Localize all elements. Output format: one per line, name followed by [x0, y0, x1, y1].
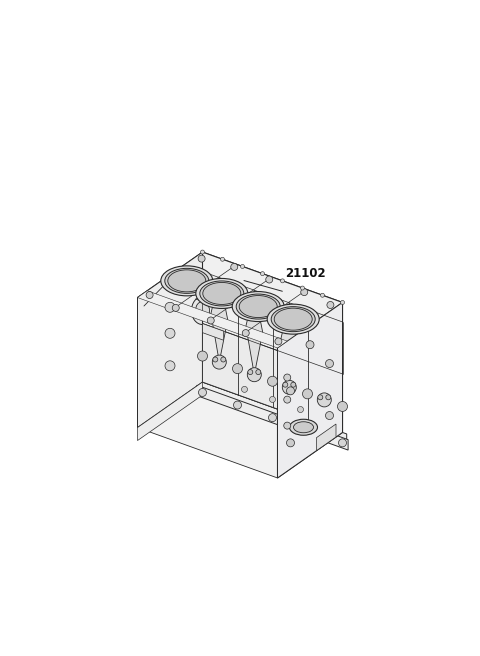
Circle shape: [284, 396, 291, 403]
Circle shape: [298, 407, 303, 413]
Circle shape: [232, 363, 242, 374]
Circle shape: [212, 355, 226, 369]
Circle shape: [340, 300, 345, 304]
Circle shape: [327, 302, 334, 308]
Polygon shape: [277, 302, 343, 478]
Ellipse shape: [232, 291, 284, 321]
Text: 21102: 21102: [285, 267, 325, 280]
Ellipse shape: [196, 278, 248, 308]
Circle shape: [201, 250, 204, 254]
Circle shape: [220, 257, 225, 261]
Ellipse shape: [192, 297, 214, 325]
Circle shape: [233, 401, 241, 409]
Circle shape: [165, 361, 175, 371]
Circle shape: [317, 393, 331, 407]
Ellipse shape: [271, 306, 315, 332]
Circle shape: [198, 255, 205, 262]
Polygon shape: [198, 380, 347, 447]
Circle shape: [282, 380, 296, 394]
Polygon shape: [281, 303, 298, 387]
Circle shape: [284, 422, 291, 429]
Circle shape: [291, 382, 296, 387]
Circle shape: [326, 395, 331, 400]
Circle shape: [240, 264, 244, 268]
Polygon shape: [316, 424, 336, 451]
Polygon shape: [197, 385, 348, 450]
Ellipse shape: [168, 270, 206, 292]
Circle shape: [269, 396, 276, 402]
Polygon shape: [137, 382, 203, 441]
Circle shape: [165, 328, 175, 338]
Polygon shape: [137, 252, 343, 348]
Circle shape: [301, 289, 308, 296]
Polygon shape: [137, 291, 287, 348]
Circle shape: [165, 302, 175, 312]
Polygon shape: [203, 323, 343, 432]
Ellipse shape: [165, 268, 209, 293]
Circle shape: [287, 439, 295, 447]
Polygon shape: [137, 298, 277, 478]
Circle shape: [172, 304, 179, 312]
Circle shape: [207, 317, 214, 324]
Circle shape: [303, 426, 312, 434]
Circle shape: [221, 357, 226, 362]
Circle shape: [338, 439, 347, 447]
Circle shape: [256, 369, 261, 375]
Polygon shape: [137, 252, 203, 428]
Ellipse shape: [200, 281, 244, 306]
Circle shape: [302, 389, 312, 399]
Circle shape: [213, 357, 218, 362]
Circle shape: [337, 401, 348, 411]
Circle shape: [325, 411, 334, 420]
Circle shape: [280, 279, 285, 283]
Ellipse shape: [236, 294, 280, 319]
Circle shape: [325, 359, 334, 367]
Circle shape: [267, 377, 277, 386]
Circle shape: [275, 338, 282, 345]
Polygon shape: [203, 323, 224, 340]
Circle shape: [197, 351, 207, 361]
Polygon shape: [316, 316, 333, 400]
Ellipse shape: [161, 266, 213, 296]
Ellipse shape: [293, 422, 313, 433]
Polygon shape: [211, 277, 228, 362]
Ellipse shape: [239, 296, 277, 318]
Circle shape: [268, 414, 276, 422]
Circle shape: [284, 374, 291, 381]
Circle shape: [321, 293, 324, 297]
Circle shape: [248, 369, 253, 375]
Circle shape: [287, 387, 295, 395]
Circle shape: [242, 329, 249, 337]
Circle shape: [247, 368, 261, 382]
Circle shape: [300, 286, 304, 290]
Circle shape: [306, 340, 314, 349]
Ellipse shape: [195, 302, 209, 319]
Circle shape: [199, 388, 206, 396]
Circle shape: [261, 272, 264, 276]
Ellipse shape: [289, 419, 317, 435]
Ellipse shape: [203, 283, 241, 304]
Circle shape: [283, 382, 288, 387]
Ellipse shape: [267, 304, 319, 334]
Ellipse shape: [274, 308, 312, 330]
Circle shape: [241, 386, 248, 392]
Polygon shape: [277, 302, 343, 478]
Circle shape: [231, 264, 238, 270]
Polygon shape: [246, 290, 263, 375]
Polygon shape: [194, 262, 203, 382]
Circle shape: [266, 276, 273, 283]
Polygon shape: [203, 252, 343, 432]
Circle shape: [318, 395, 323, 400]
Circle shape: [146, 291, 153, 298]
